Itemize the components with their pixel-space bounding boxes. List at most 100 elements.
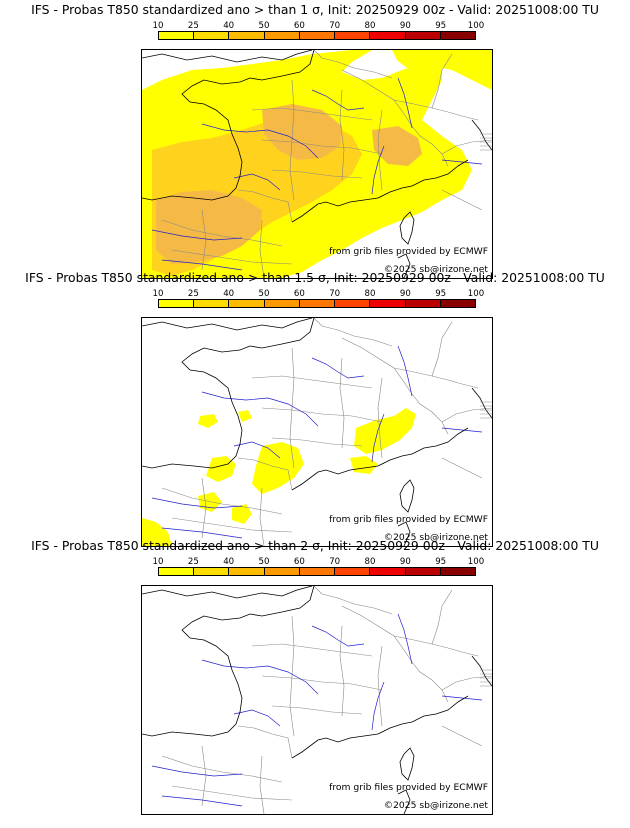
credit-copyright: ©2025 sb@irizone.net (383, 264, 488, 275)
probability-area (372, 126, 422, 166)
colorbar-swatch (299, 300, 336, 307)
border-line (201, 477, 207, 539)
border-line (313, 50, 393, 79)
border-line (161, 755, 283, 783)
colorbar-tick-label: 60 (293, 557, 305, 567)
credit-copyright: ©2025 sb@irizone.net (383, 800, 488, 811)
colorbar-tick-label: 40 (223, 289, 235, 299)
river-line (161, 527, 243, 539)
coastline (397, 521, 411, 546)
map-panel-1: IFS - Probas T850 standardized ano > tha… (0, 2, 630, 279)
border-line (411, 393, 449, 435)
river-line (311, 625, 365, 647)
colorbar-tick-label: 100 (467, 21, 485, 31)
river-line (201, 391, 319, 427)
border-line (201, 209, 207, 271)
border-line (339, 89, 345, 181)
coastline (142, 50, 315, 201)
colorbar-swatch (335, 300, 371, 307)
border-line (339, 357, 345, 449)
border-line (237, 457, 293, 491)
coast-hatch (480, 669, 492, 687)
river-line (201, 659, 319, 695)
map-frame: from grib files provided by ECMWF ©2025 … (141, 49, 493, 279)
river-line (311, 89, 365, 111)
river-line (371, 145, 385, 195)
probability-area (156, 190, 262, 264)
probability-area (198, 414, 218, 428)
border-line (339, 625, 345, 717)
colorbar-tick-label: 100 (467, 557, 485, 567)
colorbar-tick-label: 80 (364, 289, 376, 299)
border-line (393, 635, 479, 657)
probability-area (354, 408, 416, 454)
credit-source: from grib files provided by ECMWF (329, 782, 488, 793)
colorbar (158, 567, 476, 576)
colorbar-swatch (440, 300, 475, 307)
border-line (171, 785, 293, 801)
river-line (397, 345, 413, 397)
border-line (313, 586, 393, 615)
credit-source: from grib files provided by ECMWF (329, 514, 488, 525)
coastline (291, 427, 469, 491)
river-line (371, 681, 385, 731)
river-line (161, 259, 243, 271)
coastline (397, 789, 411, 814)
colorbar-tick-label: 70 (329, 289, 341, 299)
colorbar-swatch (159, 32, 195, 39)
river-line (371, 413, 385, 463)
colorbar-tick-label: 100 (467, 289, 485, 299)
colorbar-swatch (370, 32, 406, 39)
colorbar-swatch (194, 32, 230, 39)
colorbar-swatch (264, 300, 300, 307)
probability-area (252, 442, 304, 494)
colorbar-swatch (405, 568, 441, 575)
border-line (271, 437, 363, 447)
coastline (397, 253, 411, 278)
france-map (142, 318, 492, 546)
border-line (161, 219, 283, 247)
colorbar-swatch (299, 568, 336, 575)
border-line (441, 675, 492, 691)
colorbar-tick-label: 10 (152, 21, 164, 31)
coastline (399, 211, 415, 245)
border-line (237, 189, 293, 223)
river-line (151, 229, 243, 241)
colorbar-tick-label: 90 (399, 289, 411, 299)
border-line (271, 705, 363, 715)
france-map (142, 50, 492, 278)
coastline (142, 50, 313, 63)
coastline (291, 159, 469, 223)
colorbar-tick-label: 90 (399, 557, 411, 567)
border-line (259, 219, 265, 278)
border-line (431, 589, 453, 645)
river-line (233, 709, 281, 727)
border-line (441, 725, 483, 747)
probability-area (142, 518, 172, 546)
colorbar-swatch (229, 568, 265, 575)
colorbar-tick-label: 40 (223, 21, 235, 31)
coast-hatch (480, 401, 492, 419)
colorbar-swatch (370, 568, 406, 575)
border-line (261, 675, 383, 691)
colorbar-swatch (229, 32, 265, 39)
border-line (289, 79, 295, 201)
colorbar-tick-label: 25 (187, 289, 199, 299)
border-line (237, 725, 293, 759)
border-line (411, 125, 449, 167)
map-frame: from grib files provided by ECMWF ©2025 … (141, 585, 493, 815)
river-line (151, 497, 243, 509)
border-line (259, 487, 265, 546)
map-panel-2: IFS - Probas T850 standardized ano > tha… (0, 270, 630, 547)
border-line (171, 249, 293, 265)
colorbar-swatch (159, 568, 195, 575)
border-line (201, 745, 207, 807)
panel-title: IFS - Probas T850 standardized ano > tha… (31, 2, 599, 17)
colorbar (158, 299, 476, 308)
probability-area (238, 410, 252, 422)
colorbar-tick-label: 80 (364, 557, 376, 567)
colorbar-swatch (440, 568, 475, 575)
border-line (441, 139, 492, 155)
map-frame: from grib files provided by ECMWF ©2025 … (141, 317, 493, 547)
border-line (431, 53, 453, 109)
